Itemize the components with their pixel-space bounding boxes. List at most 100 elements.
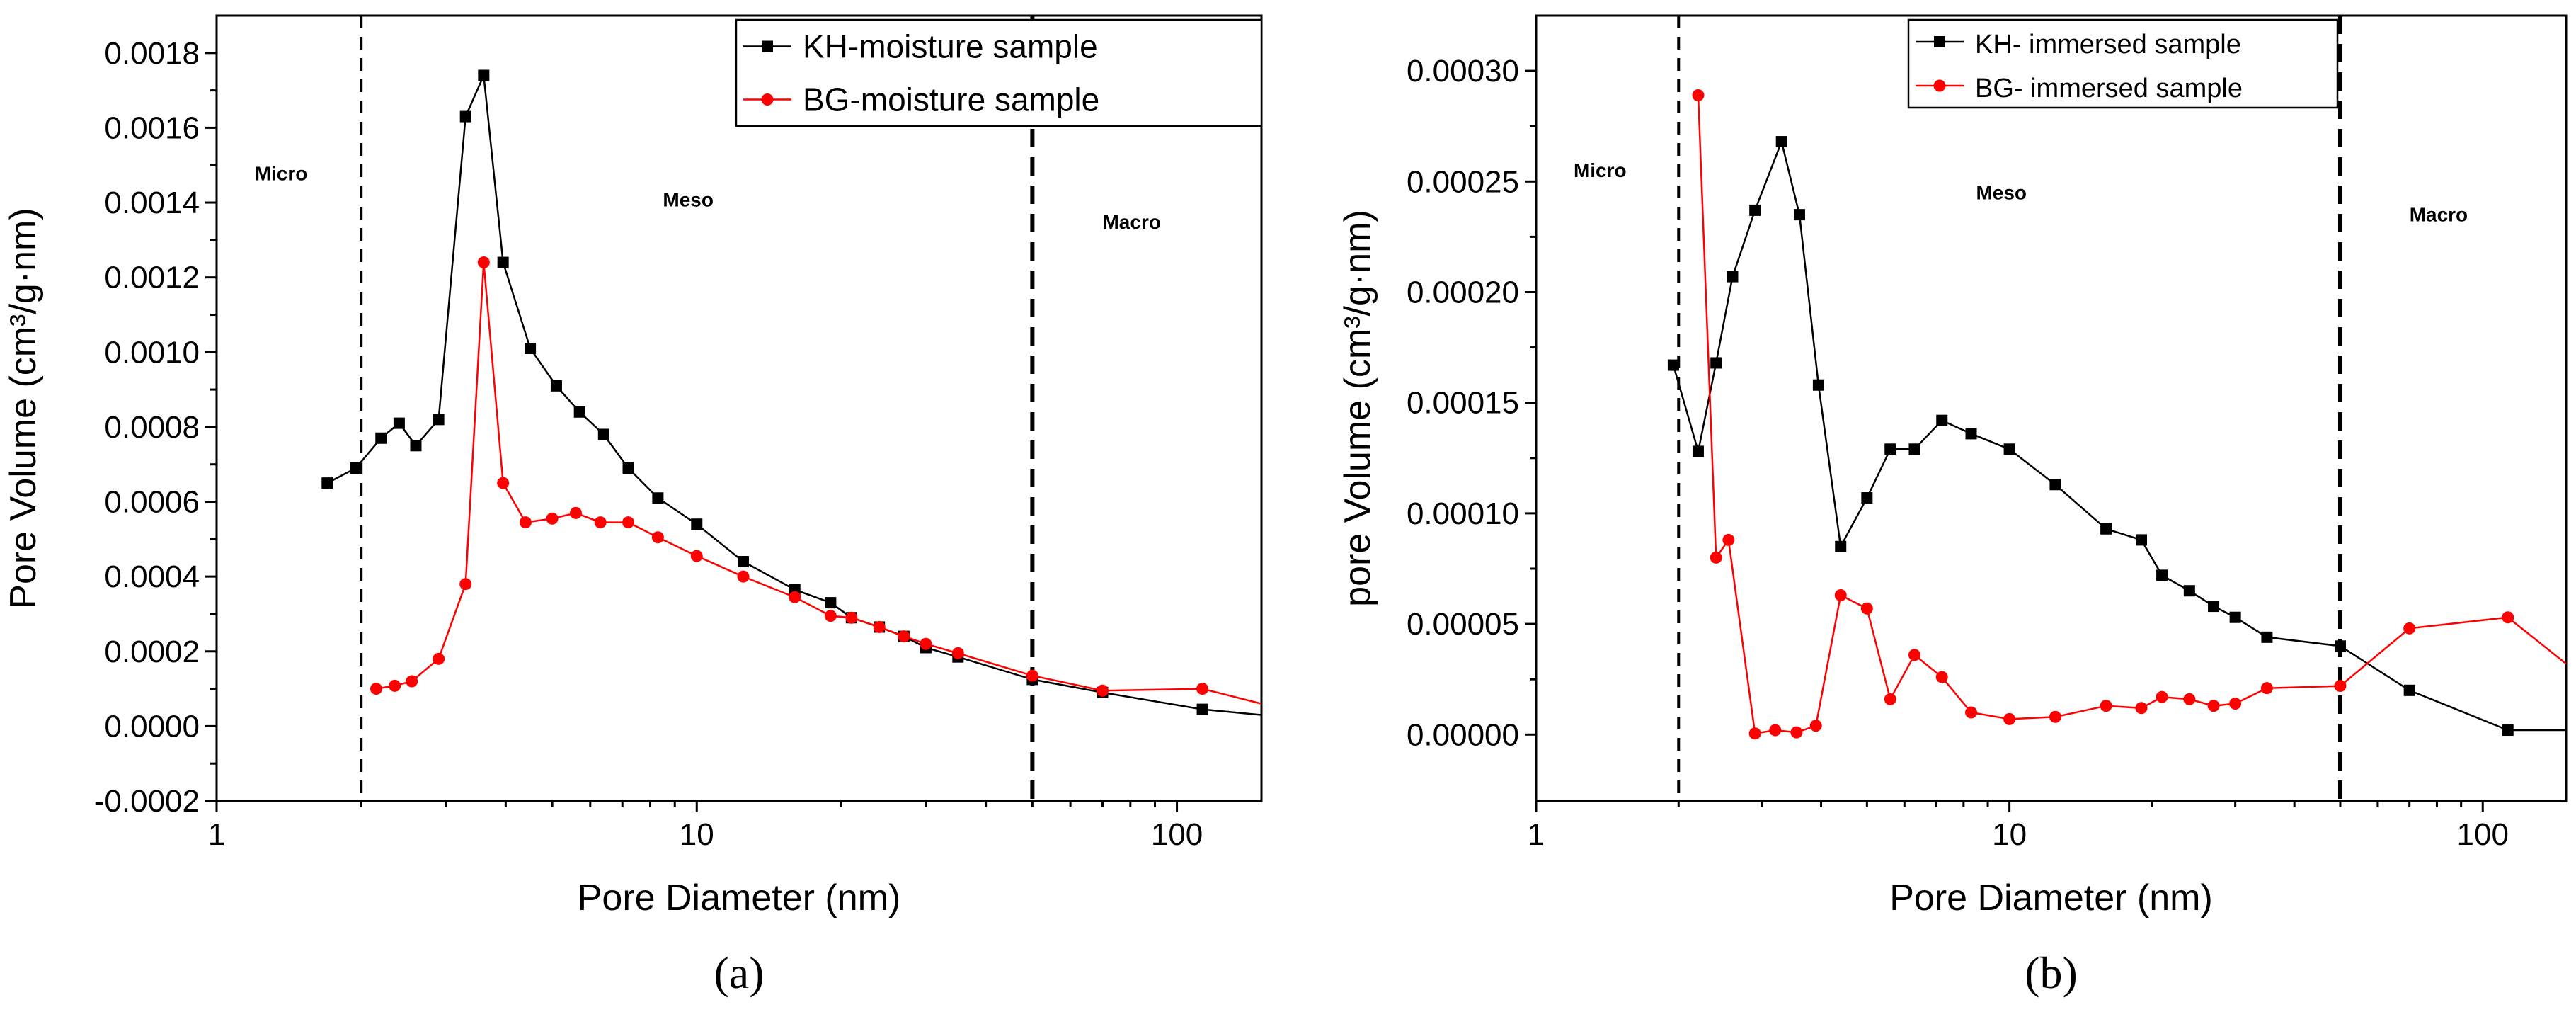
data-point-square	[1196, 703, 1208, 715]
data-point-circle	[951, 647, 964, 659]
data-point-square	[2502, 724, 2514, 737]
y-tick-label: 0.00000	[1407, 717, 1519, 752]
x-tick-label: 100	[1151, 817, 1203, 852]
data-point-square	[433, 414, 445, 426]
region-label-macro: Macro	[1102, 211, 1160, 233]
data-point-square	[375, 432, 387, 444]
data-point-square	[459, 110, 471, 123]
legend-label-2: BG- immersed sample	[1975, 74, 2243, 103]
data-point-square	[550, 380, 562, 392]
data-point-circle	[1769, 724, 1782, 737]
data-point-square	[2136, 534, 2148, 546]
y-tick-label: 0.00020	[1407, 275, 1519, 309]
series-line-2	[1697, 95, 2566, 735]
data-point-square	[478, 69, 490, 81]
legend: KH-moisture sample BG-moisture sample	[735, 18, 1263, 127]
legend-label-1: KH-moisture sample	[803, 28, 1098, 65]
data-point-square	[652, 492, 664, 504]
data-point-square	[2156, 569, 2168, 581]
x-tick-label: 1	[208, 817, 225, 852]
series-line-1	[1672, 138, 2566, 732]
data-point-circle	[1026, 669, 1038, 682]
y-tick-label: 0.0000	[104, 709, 200, 744]
y-tick-label: 0.00025	[1407, 164, 1519, 199]
data-point-square	[1908, 443, 1920, 455]
legend-box	[735, 18, 1263, 127]
data-point-circle	[1935, 671, 1948, 683]
data-point-circle	[477, 256, 490, 269]
data-point-square	[1861, 492, 1873, 504]
data-point-circle	[2100, 700, 2112, 712]
region-label-macro: Macro	[2410, 204, 2468, 226]
data-point-circle	[2156, 690, 2168, 703]
data-point-square	[1667, 359, 1679, 371]
plot-frame	[215, 14, 1263, 802]
panel-label: (b)	[2025, 948, 2078, 998]
y-axis-title: Pore Volume (cm³/g·nm)	[3, 207, 44, 608]
data-point-circle	[1834, 589, 1847, 601]
plot-area	[321, 69, 1261, 716]
data-point-circle	[1096, 684, 1109, 697]
region-label-meso: Meso	[1976, 181, 2027, 203]
data-point-circle	[845, 611, 858, 624]
data-point-circle	[1884, 693, 1896, 705]
data-point-square	[1793, 209, 1805, 221]
data-point-square	[1884, 443, 1896, 455]
data-point-circle	[433, 652, 445, 665]
chart-panel-a: 1 10 100 -0.0002 0.0000 0.0002 0.0004 0.0006 0.0…	[3, 14, 1263, 998]
data-point-square	[1727, 271, 1739, 283]
region-label-micro: Micro	[1574, 159, 1627, 181]
data-point-circle	[920, 637, 932, 650]
data-point-square	[2003, 443, 2015, 455]
data-point-circle	[2135, 702, 2148, 715]
data-point-square	[2208, 601, 2220, 613]
y-tick-label: 0.0004	[104, 559, 200, 594]
data-point-square	[738, 556, 750, 568]
y-tick-label: 0.0014	[104, 186, 200, 220]
y-axis-title: pore Volume (cm³/g·nm)	[1337, 210, 1378, 607]
legend-marker-circle	[1933, 79, 1946, 92]
data-point-square	[2183, 585, 2195, 597]
data-point-circle	[1790, 726, 1803, 739]
data-point-square	[497, 256, 509, 268]
data-point-circle	[2334, 680, 2347, 693]
x-tick-label: 10	[680, 817, 714, 852]
data-point-square	[2100, 523, 2112, 535]
data-point-square	[2049, 479, 2061, 491]
x-tick-label: 100	[2457, 817, 2509, 852]
legend-marker-square	[762, 40, 773, 52]
data-point-circle	[2049, 710, 2061, 723]
data-point-square	[2261, 631, 2273, 643]
x-axis-title: Pore Diameter (nm)	[1889, 877, 2213, 919]
data-point-square	[1710, 357, 1722, 369]
y-tick-label: 0.0002	[104, 635, 200, 669]
plot-frame	[1535, 14, 2568, 802]
chart-panel-b: 1 10 100 0.00000 0.00005 0.00010 0.00015 0.0002…	[1337, 14, 2568, 998]
y-tick-label: 0.0008	[104, 410, 200, 445]
y-tick-label: 0.00030	[1407, 54, 1519, 89]
data-point-circle	[1809, 720, 1822, 732]
x-axis-title: Pore Diameter (nm)	[578, 877, 901, 919]
y-tick-label: -0.0002	[94, 784, 200, 819]
data-point-square	[350, 462, 362, 474]
panel-label: (a)	[714, 948, 764, 998]
y-tick-label: 0.0010	[104, 335, 200, 370]
y-tick-label: 0.00015	[1407, 386, 1519, 421]
data-point-circle	[824, 610, 837, 622]
data-point-circle	[1908, 649, 1920, 661]
data-point-circle	[497, 477, 510, 489]
data-point-square	[1835, 540, 1847, 552]
data-point-circle	[2229, 698, 2242, 710]
data-point-square	[2334, 640, 2346, 652]
region-label-meso: Meso	[663, 188, 714, 210]
data-point-circle	[2003, 712, 2016, 725]
data-point-circle	[622, 516, 635, 529]
data-point-square	[1775, 136, 1787, 148]
data-point-square	[393, 417, 405, 429]
x-tick-label: 1	[1528, 817, 1545, 852]
x-tick-label: 10	[1992, 817, 2027, 852]
data-point-circle	[370, 683, 382, 695]
y-tick-label: 0.0016	[104, 110, 200, 145]
y-tick-label: 0.0006	[104, 485, 200, 520]
